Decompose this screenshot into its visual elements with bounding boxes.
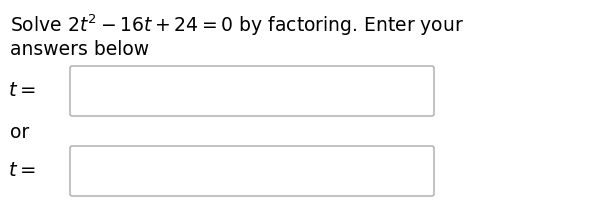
Text: answers below: answers below bbox=[10, 40, 149, 59]
FancyBboxPatch shape bbox=[70, 66, 434, 116]
Text: $t =$: $t =$ bbox=[8, 161, 36, 180]
Text: or: or bbox=[10, 123, 29, 142]
Text: $t =$: $t =$ bbox=[8, 81, 36, 100]
FancyBboxPatch shape bbox=[70, 146, 434, 196]
Text: Solve $2t^2 - 16t + 24 = 0$ by factoring. Enter your: Solve $2t^2 - 16t + 24 = 0$ by factoring… bbox=[10, 12, 464, 38]
